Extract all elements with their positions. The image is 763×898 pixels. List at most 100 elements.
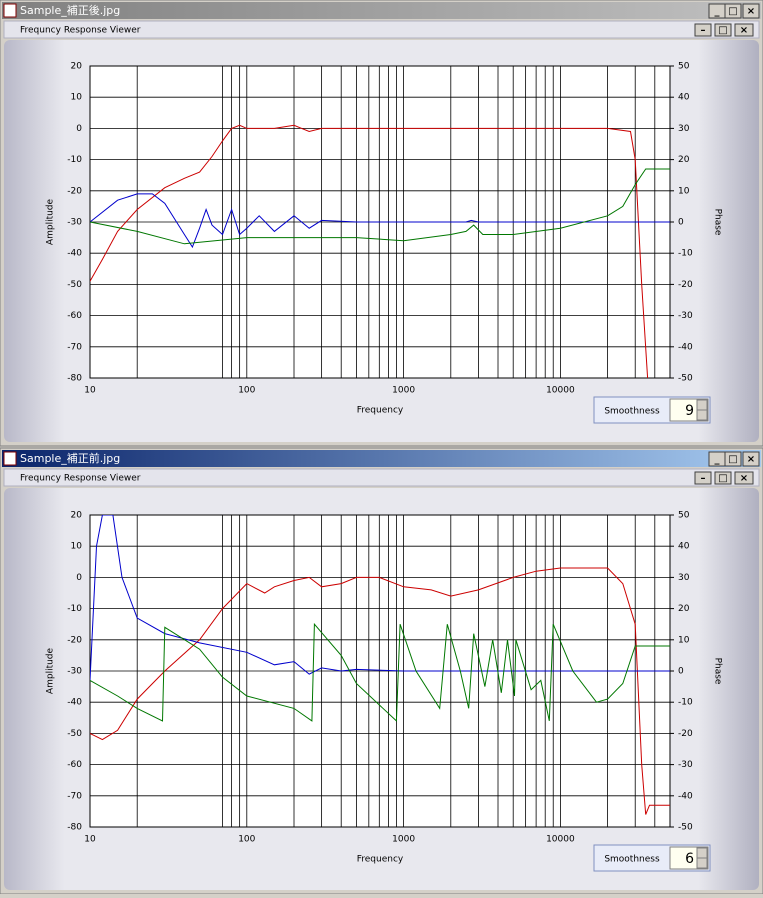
y-tick-label: -40 [67,698,82,708]
window-icon [3,3,17,18]
y2-tick-label: 40 [678,93,690,103]
button-glyph: _ [715,6,720,17]
y2-tick-label: 30 [678,573,690,583]
window-title: Sample_補正後.jpg [20,3,120,17]
y2-tick-label: -10 [678,249,693,259]
y-tick-label: 10 [71,93,83,103]
window-button[interactable] [734,23,754,37]
x-tick-label: 100 [238,386,255,396]
y2-tick-label: -50 [678,374,693,384]
y2-tick-label: 30 [678,124,690,134]
button-glyph: × [740,25,748,36]
window-button[interactable] [742,3,760,19]
x-tick-label: 10000 [546,386,575,396]
x-tick-label: 1000 [392,386,415,396]
inner-title: Frequncy Response Viewer [20,26,141,36]
y2-tick-label: -20 [678,280,693,290]
button-glyph: × [747,454,755,465]
button-glyph: × [740,473,748,484]
y2-tick-label: 20 [678,155,690,165]
y-tick-label: 20 [71,62,83,72]
y-tick-label: -40 [67,249,82,259]
window-button[interactable] [742,451,760,467]
button-glyph: × [747,6,755,17]
button-glyph: □ [728,6,737,17]
y2-axis-label: Phase [713,209,723,236]
y-tick-label: -30 [67,667,82,677]
y2-axis-label: Phase [713,658,723,685]
inner-title: Frequncy Response Viewer [20,474,141,484]
y-tick-label: -60 [67,311,82,321]
y-tick-label: -30 [67,218,82,228]
x-tick-label: 1000 [392,835,415,845]
y2-tick-label: -20 [678,729,693,739]
window-button[interactable] [714,471,732,485]
y-tick-label: -60 [67,760,82,770]
y-tick-label: -70 [67,791,82,801]
button-glyph: □ [718,25,727,36]
button-glyph: □ [718,473,727,484]
x-tick-label: 100 [238,835,255,845]
y-tick-label: 20 [71,511,83,521]
y-tick-label: -10 [67,604,82,614]
smoothness-value: 6 [685,851,694,867]
y-tick-label: 10 [71,542,83,552]
spin-down[interactable] [696,857,708,869]
window-button[interactable] [724,451,742,467]
y-tick-label: -70 [67,342,82,352]
window-button[interactable] [714,23,732,37]
y-tick-label: -50 [67,729,82,739]
y2-tick-label: -40 [678,342,693,352]
x-tick-label: 10 [84,386,96,396]
button-glyph: – [701,25,706,36]
series-line [90,193,670,249]
y-tick-label: -80 [67,823,82,833]
y2-tick-label: -30 [678,311,693,321]
title-bar [2,450,761,467]
y-tick-label: -50 [67,280,82,290]
inner-title-bar [3,20,760,39]
y2-tick-label: 0 [678,667,684,677]
button-glyph: _ [715,454,720,465]
spin-down[interactable] [696,409,708,421]
inner-title-bar [3,468,760,487]
x-axis-label: Frequency [357,406,404,416]
y2-tick-label: 10 [678,635,690,645]
y-tick-label: 0 [76,124,82,134]
window-icon [3,451,17,466]
window-button[interactable] [734,471,754,485]
smoothness-value: 9 [685,403,694,419]
y2-tick-label: 40 [678,542,690,552]
x-tick-label: 10000 [546,835,575,845]
y-axis-label: Amplitude [46,647,56,694]
y2-tick-label: -30 [678,760,693,770]
y2-tick-label: -40 [678,791,693,801]
button-glyph: – [701,473,706,484]
smoothness-label: Smoothness [604,407,660,417]
y2-tick-label: 50 [678,511,690,521]
y-tick-label: -20 [67,635,82,645]
series-line [90,168,670,245]
y-tick-label: -10 [67,155,82,165]
y2-tick-label: -50 [678,823,693,833]
series-line [90,622,670,723]
window-button[interactable] [724,3,742,19]
title-bar [2,2,761,19]
button-glyph: □ [728,454,737,465]
series-line [90,515,670,681]
x-axis-label: Frequency [357,855,404,865]
spin-up[interactable] [696,847,708,859]
y-axis-label: Amplitude [46,198,56,245]
series-line [90,124,649,378]
smoothness-label: Smoothness [604,855,660,865]
y2-tick-label: 10 [678,186,690,196]
x-tick-label: 10 [84,835,96,845]
y2-tick-label: 20 [678,604,690,614]
y2-tick-label: 50 [678,62,690,72]
spin-up[interactable] [696,399,708,411]
window-button[interactable] [694,471,712,485]
window-title: Sample_補正前.jpg [20,451,120,465]
window-button[interactable] [694,23,712,37]
